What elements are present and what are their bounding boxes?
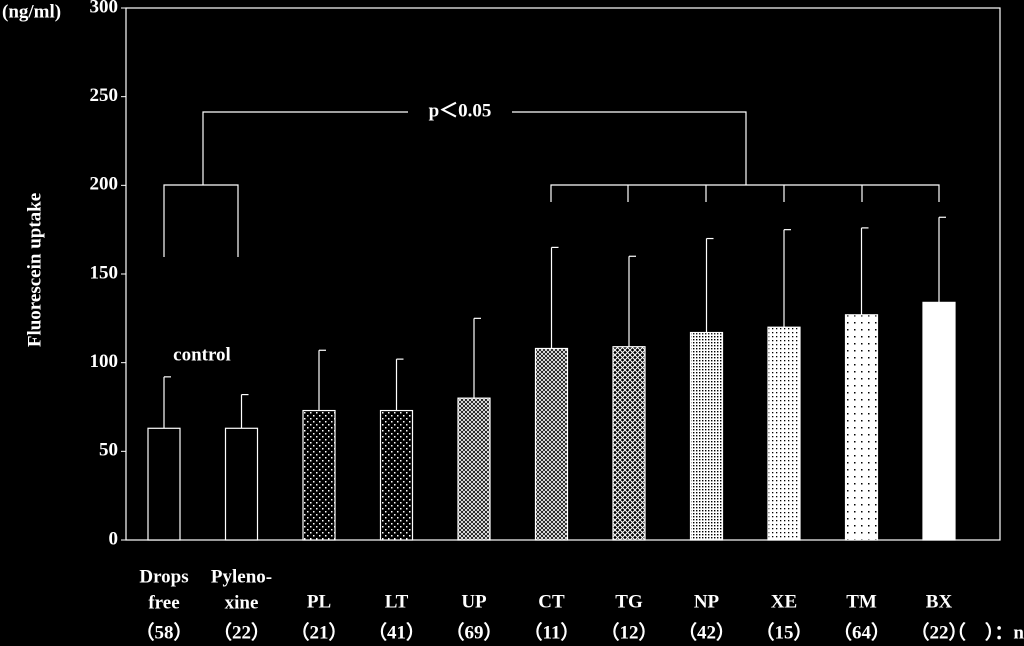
bar <box>767 326 801 541</box>
bar <box>224 427 259 541</box>
x-tick-label: XE <box>771 591 797 612</box>
bar <box>612 346 646 541</box>
y-tick-label: 250 <box>90 85 119 106</box>
y-tick-label: 200 <box>90 174 119 195</box>
y-axis-label: Fluorescein uptake <box>24 193 45 347</box>
y-tick-label: 50 <box>99 440 118 461</box>
control-label: control <box>173 344 231 365</box>
brackets <box>163 111 940 257</box>
bar <box>457 397 491 541</box>
y-tick-label: 150 <box>90 262 119 283</box>
x-tick-label: UP <box>461 591 487 612</box>
n-label: （64） <box>833 620 890 643</box>
n-label: （21） <box>290 620 347 643</box>
n-label: （22） <box>213 620 270 643</box>
bar <box>922 301 956 541</box>
n-label: （58） <box>135 620 192 643</box>
n-label: （11） <box>524 620 580 643</box>
significance-label: p＜0.05 <box>429 100 492 121</box>
x-tick-label: TM <box>846 591 877 612</box>
x-tick-label: Drops <box>139 566 188 587</box>
n-note: （ ）：n <box>947 620 1024 643</box>
x-tick-label: xine <box>225 592 259 613</box>
bar <box>689 331 724 541</box>
x-tick-label: TG <box>615 591 643 612</box>
y-tick-label: 0 <box>109 528 119 549</box>
x-tick-label: Pyleno- <box>211 566 272 587</box>
n-label: （22） <box>910 620 967 643</box>
y-unit: (ng/ml) <box>2 1 61 22</box>
n-label: （41） <box>368 620 425 643</box>
n-label: （69） <box>445 620 502 643</box>
n-label: （42） <box>678 620 735 643</box>
n-label: （15） <box>755 620 812 643</box>
x-tick-label: PL <box>307 591 331 612</box>
x-tick-label: NP <box>694 591 720 612</box>
control-bracket <box>163 184 239 257</box>
n-label: （12） <box>600 620 657 643</box>
y-tick-label: 100 <box>90 351 119 372</box>
x-tick-label: free <box>148 592 179 613</box>
x-tick-label: CT <box>538 591 565 612</box>
bar <box>302 409 336 541</box>
bar <box>844 314 879 541</box>
bar <box>379 409 414 541</box>
x-tick-label: LT <box>385 591 409 612</box>
y-tick-label: 300 <box>90 0 119 17</box>
x-tick-label: BX <box>926 591 953 612</box>
group-bracket <box>550 184 940 202</box>
significance-bracket <box>202 111 747 185</box>
bar <box>534 347 569 541</box>
bar <box>147 427 181 541</box>
